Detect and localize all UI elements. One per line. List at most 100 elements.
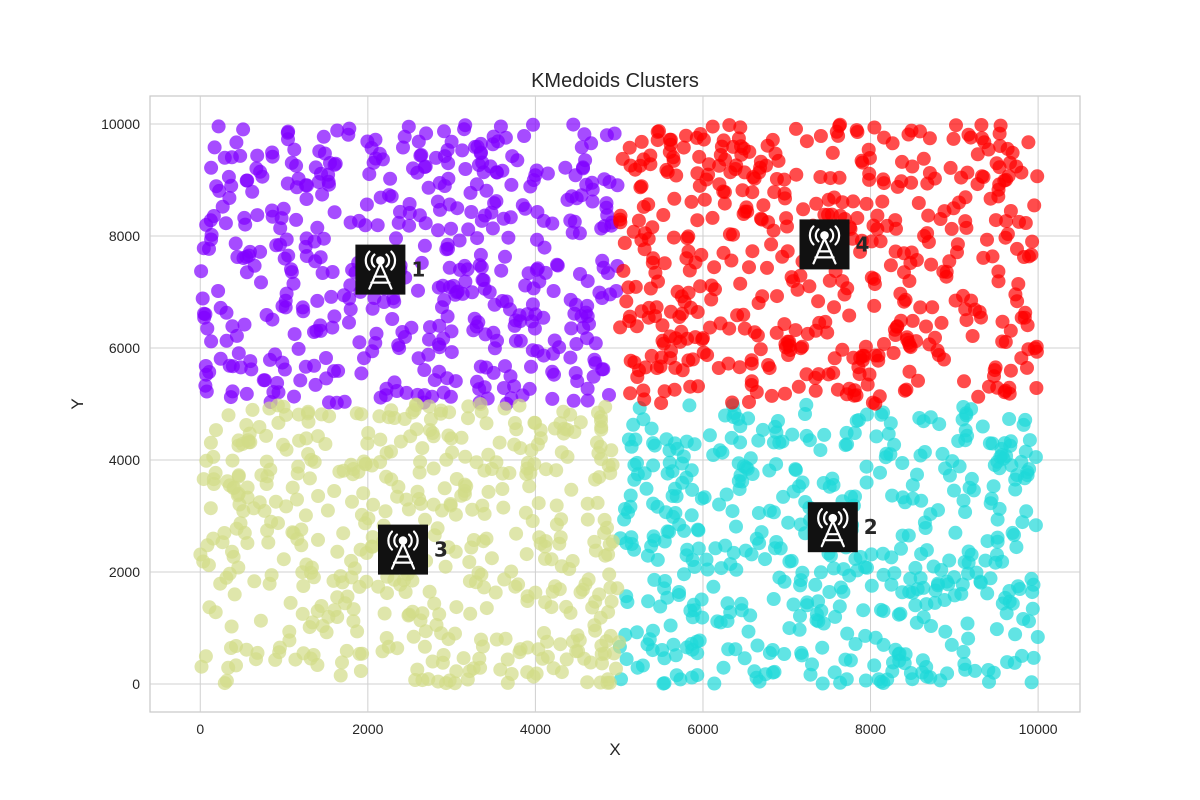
data-point-cluster-3 xyxy=(603,466,618,481)
data-point-cluster-3 xyxy=(495,482,510,496)
data-point-cluster-1 xyxy=(265,145,280,160)
data-point-cluster-4 xyxy=(862,166,877,181)
data-point-cluster-3 xyxy=(231,468,246,483)
data-point-cluster-2 xyxy=(858,628,873,643)
data-point-cluster-4 xyxy=(722,321,737,336)
data-point-cluster-4 xyxy=(890,179,905,194)
data-point-cluster-3 xyxy=(500,675,515,690)
data-point-cluster-2 xyxy=(887,566,902,581)
data-point-cluster-4 xyxy=(692,149,707,164)
data-point-cluster-2 xyxy=(894,541,908,556)
data-point-cluster-4 xyxy=(888,244,903,259)
data-point-cluster-3 xyxy=(532,530,547,545)
data-point-cluster-2 xyxy=(726,545,741,560)
data-point-cluster-4 xyxy=(666,230,681,245)
data-point-cluster-4 xyxy=(623,386,638,401)
data-point-cluster-1 xyxy=(268,347,282,362)
data-point-cluster-3 xyxy=(356,486,371,501)
data-point-cluster-1 xyxy=(202,365,217,379)
data-point-cluster-3 xyxy=(415,606,430,621)
data-point-cluster-4 xyxy=(688,330,703,345)
data-point-cluster-3 xyxy=(553,637,568,652)
data-point-cluster-2 xyxy=(893,606,908,621)
data-point-cluster-2 xyxy=(1020,465,1035,480)
data-point-cluster-1 xyxy=(585,194,600,209)
data-point-cluster-4 xyxy=(830,382,845,397)
data-point-cluster-4 xyxy=(734,147,749,162)
data-point-cluster-3 xyxy=(423,412,438,427)
data-point-cluster-4 xyxy=(784,270,799,285)
data-point-cluster-2 xyxy=(1008,627,1023,642)
data-point-cluster-2 xyxy=(809,613,824,628)
data-point-cluster-4 xyxy=(835,274,850,289)
data-point-cluster-3 xyxy=(298,508,313,523)
data-point-cluster-1 xyxy=(236,122,251,137)
data-point-cluster-4 xyxy=(683,300,698,315)
data-point-cluster-2 xyxy=(980,586,995,601)
data-point-cluster-1 xyxy=(524,314,539,329)
data-point-cluster-1 xyxy=(603,287,617,302)
medoid-label: 4 xyxy=(856,232,870,256)
data-point-cluster-3 xyxy=(438,559,453,574)
data-point-cluster-4 xyxy=(832,170,847,185)
data-point-cluster-1 xyxy=(231,346,246,361)
data-point-cluster-2 xyxy=(853,550,868,564)
data-point-cluster-2 xyxy=(958,433,973,448)
data-point-cluster-4 xyxy=(737,321,752,336)
data-point-cluster-3 xyxy=(264,568,279,583)
data-point-cluster-3 xyxy=(488,585,503,600)
data-point-cluster-2 xyxy=(755,422,770,437)
data-point-cluster-2 xyxy=(1022,433,1037,448)
data-point-cluster-3 xyxy=(563,407,578,422)
data-point-cluster-3 xyxy=(601,547,616,562)
data-point-cluster-3 xyxy=(430,521,445,536)
data-point-cluster-4 xyxy=(974,118,989,132)
data-point-cluster-1 xyxy=(545,364,560,379)
data-point-cluster-4 xyxy=(796,202,811,217)
data-point-cluster-3 xyxy=(427,596,442,611)
data-point-cluster-4 xyxy=(760,260,774,275)
data-point-cluster-4 xyxy=(771,153,786,168)
data-point-cluster-3 xyxy=(384,403,399,418)
data-point-cluster-4 xyxy=(854,153,869,168)
data-point-cluster-4 xyxy=(634,179,649,194)
data-point-cluster-3 xyxy=(456,651,471,666)
data-point-cluster-2 xyxy=(646,496,661,511)
data-point-cluster-1 xyxy=(569,337,584,351)
data-point-cluster-3 xyxy=(295,565,310,580)
data-point-cluster-1 xyxy=(331,363,346,378)
data-point-cluster-3 xyxy=(604,443,619,458)
data-point-cluster-3 xyxy=(434,626,449,641)
data-point-cluster-3 xyxy=(439,452,454,467)
data-point-cluster-3 xyxy=(350,624,365,639)
data-point-cluster-1 xyxy=(325,320,340,335)
data-point-cluster-2 xyxy=(990,530,1005,545)
data-point-cluster-3 xyxy=(603,628,618,643)
data-point-cluster-2 xyxy=(898,495,913,510)
data-point-cluster-4 xyxy=(925,300,940,315)
data-point-cluster-1 xyxy=(319,371,334,386)
data-point-cluster-1 xyxy=(524,359,538,374)
data-point-cluster-4 xyxy=(667,191,682,206)
data-point-cluster-3 xyxy=(294,522,309,537)
data-point-cluster-2 xyxy=(903,666,918,680)
data-point-cluster-2 xyxy=(669,668,684,683)
data-point-cluster-1 xyxy=(291,341,306,356)
data-point-cluster-1 xyxy=(385,312,400,326)
data-point-cluster-3 xyxy=(461,411,475,426)
data-point-cluster-3 xyxy=(225,453,240,468)
data-point-cluster-3 xyxy=(268,494,283,509)
data-point-cluster-1 xyxy=(310,293,325,308)
data-point-cluster-3 xyxy=(421,672,436,687)
data-point-cluster-2 xyxy=(964,471,979,486)
data-point-cluster-3 xyxy=(239,642,254,657)
data-point-cluster-1 xyxy=(529,163,544,178)
data-point-cluster-4 xyxy=(949,118,963,133)
data-point-cluster-4 xyxy=(742,260,756,275)
data-point-cluster-2 xyxy=(1018,444,1033,459)
data-point-cluster-4 xyxy=(750,328,765,343)
data-point-cluster-4 xyxy=(971,389,986,404)
data-point-cluster-3 xyxy=(588,472,603,487)
data-point-cluster-2 xyxy=(684,508,699,523)
